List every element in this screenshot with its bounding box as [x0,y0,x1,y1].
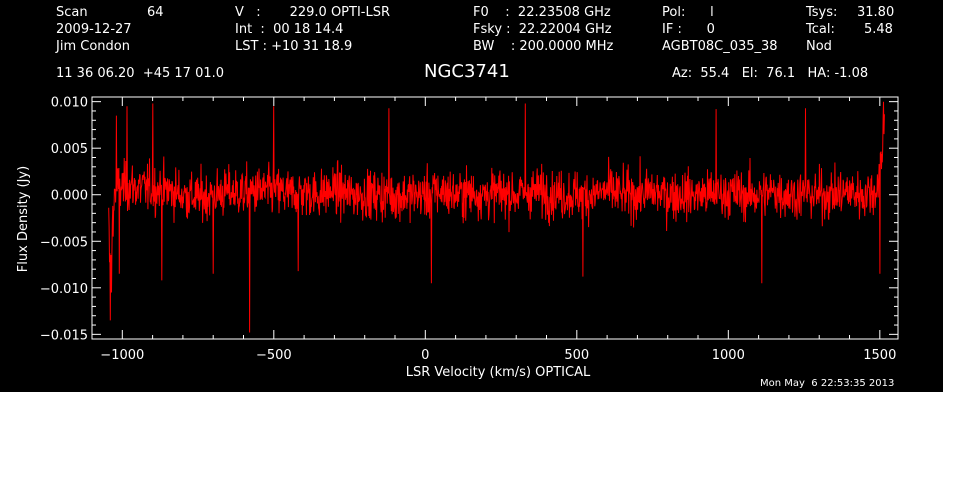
spectrum-series-line [108,101,885,333]
y-tick-label: 0.000 [51,189,88,204]
y-tick-label: −0.010 [40,282,88,297]
y-tick-label: −0.015 [40,328,88,343]
tsys-value: 31.80 [857,5,895,20]
scan-label: Scan [56,5,88,20]
sky-frequency: Fsky : 22.22004 GHz [473,22,612,37]
x-tick-label: −500 [256,348,292,363]
tick-labels-group: −1000 −500 0 500 1000 1500 −0.015 −0.010 −0.005 0… [40,96,896,363]
x-tick-label: 0 [421,348,429,363]
polarization: Pol: l [662,5,714,20]
y-tick-label: 0.010 [51,96,88,111]
rest-frequency: F0 : 22.23508 GHz [473,5,611,20]
timestamp: Mon May 6 22:53:35 2013 [760,378,895,389]
tsys-label: Tsys: [806,5,838,20]
y-tick-label: 0.005 [51,142,88,157]
tcal-label: Tcal: [806,22,835,37]
axis-frame-group [91,96,899,340]
az-el-ha: Az: 55.4 El: 76.1 HA: -1.08 [672,66,869,81]
x-tick-label: 500 [564,348,589,363]
source-coordinates: 11 36 06.20 +45 17 01.0 [56,66,225,81]
spectrum-chart: −1000 −500 0 500 1000 1500 −0.015 −0.010 −0.005 0… [16,96,899,380]
integration-time: Int : 00 18 14.4 [235,22,344,37]
plot-frame [91,96,899,340]
observer-name: Jim Condon [56,39,130,54]
velocity-info: V : 229.0 OPTI-LSR [235,5,391,20]
observing-mode: Nod [806,39,832,54]
tcal-value: 5.48 [864,22,893,37]
y-tick-label: −0.005 [40,235,88,250]
y-axis-title: Flux Density (Jy) [16,166,31,272]
x-tick-label: −1000 [100,348,144,363]
x-tick-label: 1500 [863,348,896,363]
if-number: IF : 0 [662,22,715,37]
x-tick-label: 1000 [712,348,745,363]
x-axis-title: LSR Velocity (km/s) OPTICAL [406,365,591,380]
project-id: AGBT08C_035_38 [662,39,778,54]
scan-number: 64 [147,5,164,20]
bandwidth: BW : 200.0000 MHz [473,39,614,54]
observation-date: 2009-12-27 [56,22,132,37]
lst-value: LST : +10 31 18.9 [235,39,353,54]
source-name: NGC3741 [424,61,510,82]
